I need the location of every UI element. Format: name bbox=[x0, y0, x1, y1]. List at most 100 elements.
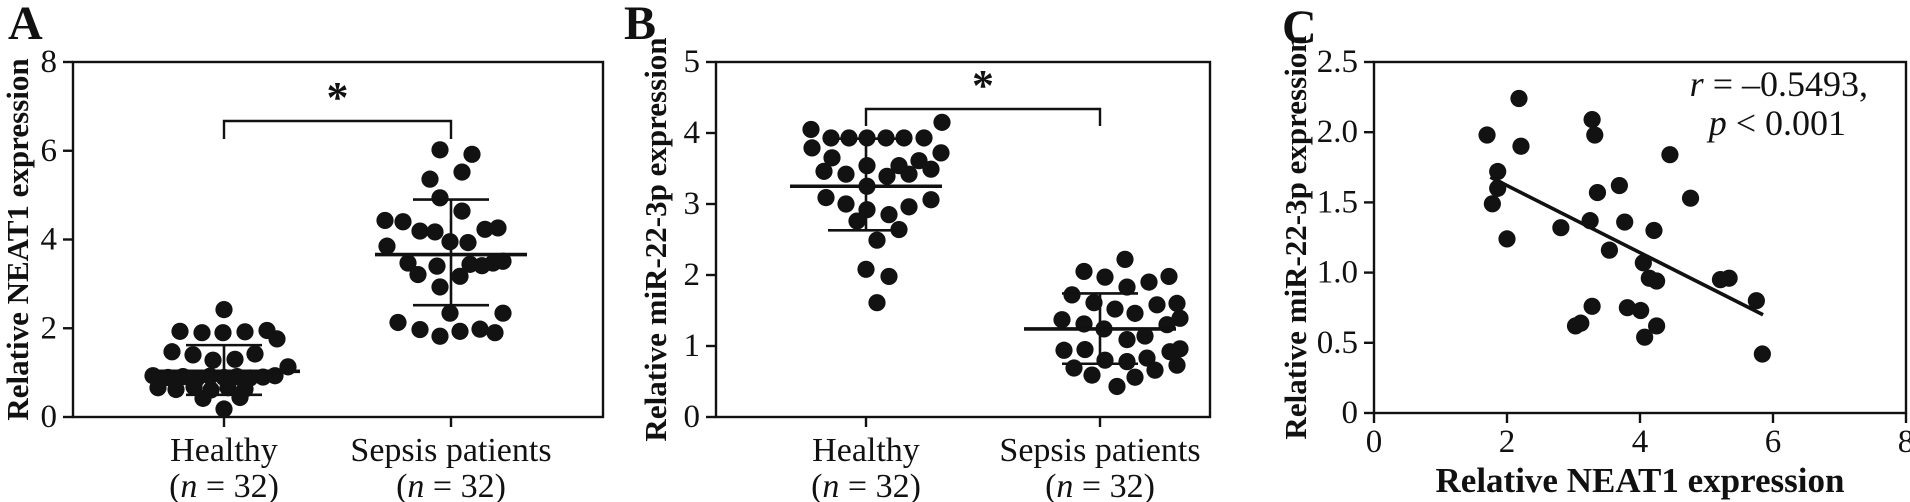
data-point bbox=[1720, 269, 1738, 287]
data-point bbox=[1583, 297, 1601, 315]
sig-star: * bbox=[327, 73, 349, 122]
data-point bbox=[1160, 267, 1178, 286]
sig-star: * bbox=[972, 61, 994, 110]
data-point bbox=[868, 231, 886, 249]
data-point bbox=[1552, 219, 1570, 237]
sig-bracket bbox=[222, 119, 453, 139]
data-point bbox=[431, 141, 449, 159]
panel-label-c: C bbox=[1282, 1, 1317, 54]
data-point bbox=[1498, 230, 1516, 248]
x-tick-label: 6 bbox=[1765, 424, 1782, 460]
data-point bbox=[1586, 126, 1604, 144]
data-point bbox=[1161, 343, 1179, 361]
data-point bbox=[932, 144, 950, 162]
data-point bbox=[476, 220, 494, 238]
data-point bbox=[922, 160, 940, 178]
data-point bbox=[167, 380, 185, 399]
data-point bbox=[848, 212, 866, 230]
x-tick-label: 2 bbox=[1499, 424, 1516, 460]
y-tick-label: 8 bbox=[41, 44, 58, 80]
data-point bbox=[900, 165, 918, 183]
regression-line bbox=[1489, 175, 1764, 317]
y-tick-label: 0 bbox=[41, 399, 58, 435]
data-point bbox=[1747, 292, 1765, 310]
data-point bbox=[837, 165, 855, 183]
data-point bbox=[1171, 309, 1189, 327]
correlation-r-text: r = –0.5493, bbox=[1690, 64, 1868, 104]
y-tick-label: 4 bbox=[41, 222, 58, 258]
data-point bbox=[453, 202, 471, 220]
data-point bbox=[1118, 331, 1136, 349]
data-point bbox=[1661, 146, 1679, 164]
data-point bbox=[426, 223, 444, 241]
data-point bbox=[1096, 268, 1114, 286]
y-tick-label: 1.5 bbox=[1317, 184, 1358, 220]
data-point bbox=[880, 206, 898, 224]
data-point bbox=[1075, 262, 1093, 281]
data-point bbox=[411, 320, 429, 339]
data-point bbox=[431, 189, 449, 207]
group-n-label: (n = 32) bbox=[396, 468, 506, 502]
y-axis-title: Relative miR-22-3p expression bbox=[638, 37, 673, 441]
data-point bbox=[933, 113, 951, 131]
data-point bbox=[803, 139, 821, 157]
panel-label-b: B bbox=[624, 0, 657, 50]
group-label: Healthy bbox=[812, 432, 920, 469]
axis-box bbox=[714, 60, 1212, 419]
data-point bbox=[1616, 213, 1634, 231]
panel-label-a: A bbox=[8, 0, 43, 50]
data-point bbox=[431, 327, 449, 345]
data-point bbox=[1118, 278, 1136, 296]
data-point bbox=[1168, 294, 1186, 312]
data-point bbox=[451, 322, 469, 340]
data-point bbox=[428, 257, 446, 275]
data-point bbox=[1116, 250, 1134, 268]
data-point bbox=[1065, 359, 1083, 377]
sig-bracket bbox=[864, 107, 1102, 126]
data-point bbox=[1610, 176, 1628, 195]
y-tick-label: 3 bbox=[684, 186, 701, 222]
data-point bbox=[378, 237, 396, 255]
data-point bbox=[489, 219, 507, 237]
data-point bbox=[868, 294, 886, 312]
data-point bbox=[494, 252, 512, 270]
y-tick-label: 4 bbox=[684, 115, 701, 151]
data-point bbox=[1681, 189, 1700, 207]
data-point bbox=[1053, 311, 1071, 329]
x-tick-label: 8 bbox=[1898, 424, 1910, 460]
y-tick-label: 0 bbox=[684, 399, 701, 435]
x-axis-title: Relative NEAT1 expression bbox=[1436, 461, 1845, 500]
data-point bbox=[459, 234, 477, 252]
data-point bbox=[1588, 183, 1607, 202]
y-axis-title: Relative miR-22-3p expression bbox=[1278, 35, 1313, 439]
data-point bbox=[1085, 294, 1103, 312]
group-label: Sepsis patients bbox=[350, 432, 551, 469]
data-point bbox=[900, 198, 918, 216]
data-point bbox=[149, 379, 167, 397]
data-point bbox=[226, 350, 244, 368]
data-point bbox=[441, 304, 459, 322]
data-point bbox=[184, 346, 202, 364]
data-point bbox=[880, 267, 898, 286]
group-label: Healthy bbox=[170, 432, 278, 469]
data-point bbox=[431, 278, 449, 296]
data-point bbox=[823, 149, 841, 167]
data-point bbox=[163, 343, 181, 361]
data-point bbox=[394, 213, 412, 231]
data-point bbox=[185, 378, 203, 396]
y-tick-label: 6 bbox=[41, 133, 58, 169]
data-point bbox=[214, 324, 232, 342]
data-point bbox=[389, 313, 407, 332]
y-tick-label: 1 bbox=[684, 328, 701, 364]
data-point bbox=[802, 120, 820, 139]
data-point bbox=[453, 163, 471, 181]
x-tick-label: 4 bbox=[1632, 424, 1649, 460]
data-point bbox=[1168, 356, 1186, 374]
data-point bbox=[1106, 300, 1124, 318]
data-point bbox=[246, 345, 264, 363]
data-point bbox=[1645, 221, 1663, 240]
data-point bbox=[1483, 195, 1501, 213]
data-point bbox=[1076, 340, 1094, 359]
